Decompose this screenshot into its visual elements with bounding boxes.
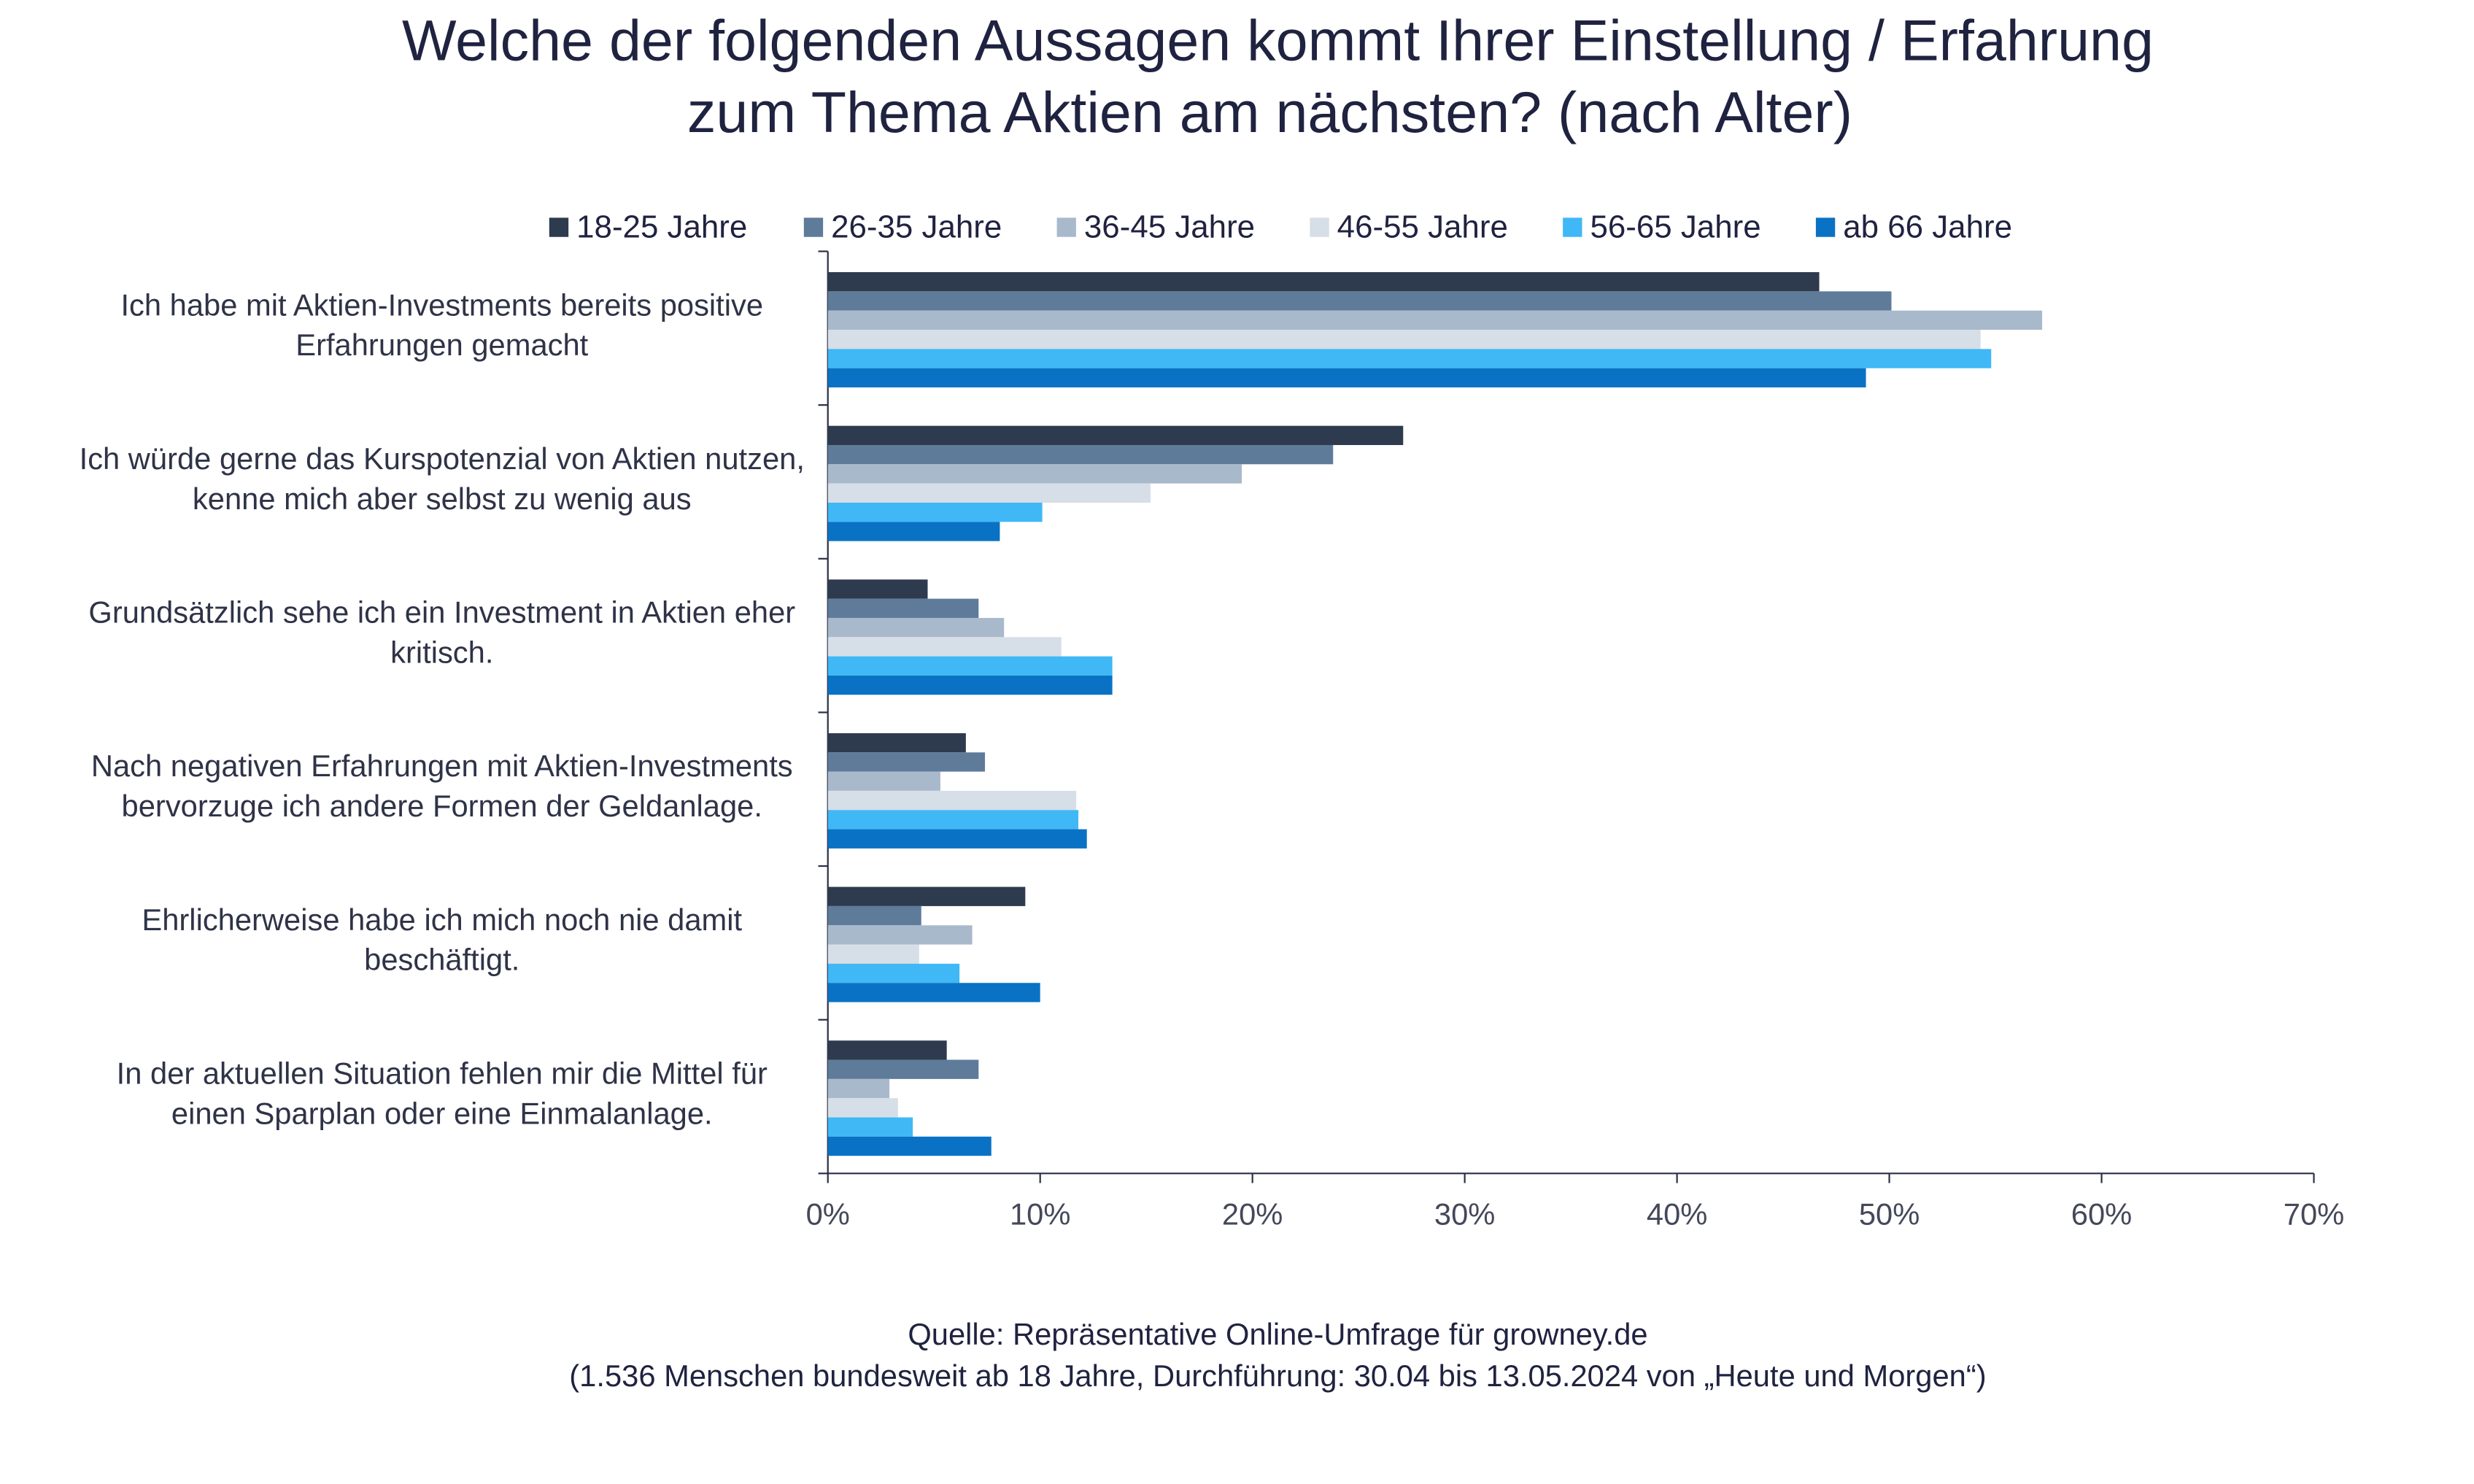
bar [827,790,1077,811]
legend-label: ab 66 Jahre [1843,209,2012,244]
legend-label: 36-45 Jahre [1084,209,1255,244]
category-label: Erfahrungen gemacht [295,328,588,362]
category-label: Grundsätzlich sehe ich ein Investment in… [88,595,795,630]
bar [827,656,1113,676]
x-tick-label: 10% [1010,1197,1070,1232]
bar [827,425,1404,445]
legend-label: 46-55 Jahre [1337,209,1508,244]
x-tick-label: 50% [1859,1197,1920,1232]
legend-label: 18-25 Jahre [576,209,747,244]
bar [827,637,1062,657]
bar [827,1059,979,1079]
bar [827,1078,890,1099]
legend-swatch [1815,217,1836,237]
x-tick-label: 30% [1434,1197,1495,1232]
bar [827,272,1820,292]
legend-swatch [1056,217,1076,237]
category-label: einen Sparplan oder eine Einmalanlage. [171,1096,713,1130]
legend-label: 26-35 Jahre [831,209,1002,244]
category-label: In der aktuellen Situation fehlen mir di… [117,1056,768,1091]
bar [827,464,1242,484]
source-note: Quelle: Repräsentative Online-Umfrage fü… [908,1317,1647,1351]
legend-swatch [803,217,824,237]
bar [827,829,1087,849]
bar [827,502,1043,522]
bar [827,1136,991,1156]
bar [827,810,1079,830]
bar [827,771,940,791]
bar [827,675,1113,695]
category-label: Ich habe mit Aktien-Investments bereits … [120,287,763,322]
bar [827,905,921,926]
bar [827,598,979,618]
bar [827,310,2043,330]
bar [827,963,960,983]
bar [827,579,928,599]
bar [827,522,1000,541]
category-label: beschäftigt. [364,943,519,977]
bar [827,752,986,772]
x-tick-label: 40% [1647,1197,1707,1232]
category-label: Nach negativen Erfahrungen mit Aktien-In… [91,749,793,783]
bar [827,617,1005,638]
category-label: kenne mich aber selbst zu wenig aus [193,482,692,516]
category-label: Ich würde gerne das Kurspotenzial von Ak… [80,441,805,476]
category-label: kritisch. [390,635,493,669]
bar [827,483,1151,503]
bar [827,444,1334,465]
legend-swatch [1563,217,1582,237]
legend-swatch [1310,217,1329,237]
bar [827,368,1866,387]
bar [827,925,973,945]
x-tick-label: 60% [2071,1197,2132,1232]
bar [827,349,1992,368]
bar [827,886,1026,906]
bar [827,1098,898,1118]
chart-title: Welche der folgenden Aussagen kommt Ihre… [402,7,2154,72]
legend-label: 56-65 Jahre [1590,209,1760,244]
bar [827,944,919,964]
bar [827,291,1892,311]
bar [827,983,1040,1002]
chart-title: zum Thema Aktien am nächsten? (nach Alte… [687,80,1852,144]
x-tick-label: 70% [2284,1197,2344,1232]
x-tick-label: 20% [1222,1197,1283,1232]
legend-swatch [549,217,569,237]
bar [827,1117,913,1137]
bar [827,330,1981,349]
bar [827,1040,947,1060]
category-label: bervorzuge ich andere Formen der Geldanl… [122,789,762,823]
category-label: Ehrlicherweise habe ich mich noch nie da… [142,903,742,937]
source-note: (1.536 Menschen bundesweit ab 18 Jahre, … [569,1359,1986,1393]
x-tick-label: 0% [806,1197,850,1232]
bar [827,733,966,753]
